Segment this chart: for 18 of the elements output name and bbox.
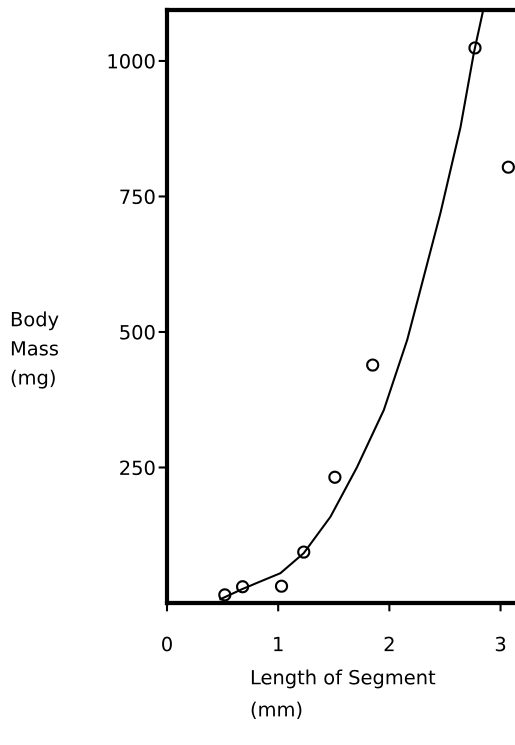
y-tick-label: 500 [120, 324, 155, 340]
point [274, 580, 288, 593]
x-tick-label: 1 [274, 636, 283, 652]
x-tick-label: 2 [384, 636, 394, 652]
point [366, 358, 380, 372]
y-tick-label: 250 [120, 460, 155, 476]
x-tick-label: 0 [162, 636, 172, 652]
point [502, 160, 515, 174]
x-tick-label: 3 [496, 636, 506, 652]
y-tick-label: 1000 [108, 54, 155, 69]
point [236, 580, 250, 594]
point [297, 545, 310, 559]
x-axis-title: Length of Segment (mm) [252, 670, 436, 719]
y-tick-label: 750 [120, 189, 155, 204]
point [218, 588, 232, 602]
y-axis-title: Body Mass (mg) [12, 311, 59, 389]
point [468, 41, 482, 55]
point [328, 470, 342, 484]
